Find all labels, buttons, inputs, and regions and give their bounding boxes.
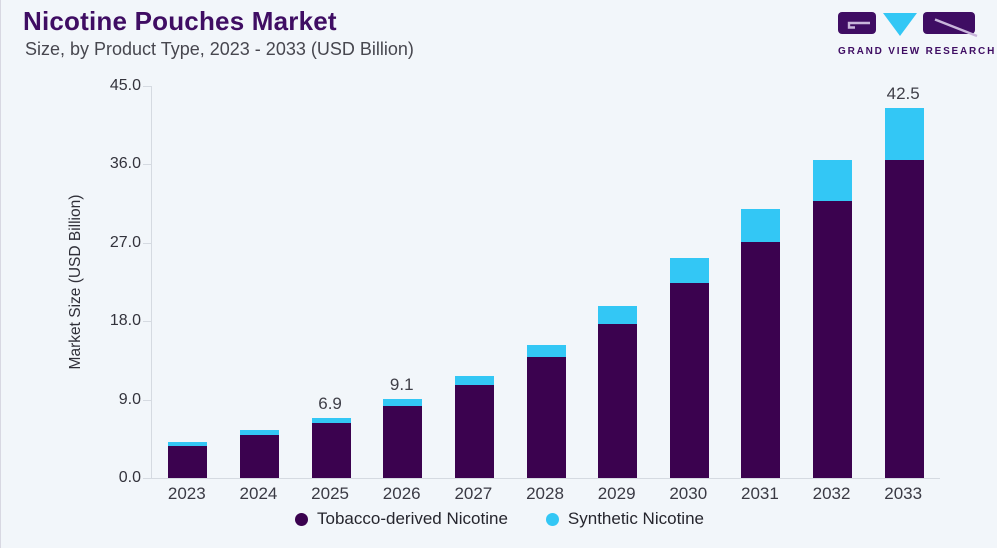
value-label-2026: 9.1 — [389, 374, 414, 394]
x-label-2023: 2023 — [167, 484, 206, 503]
bar-2027-synthetic-nicotine-segment — [454, 376, 494, 385]
x-label-2029: 2029 — [597, 484, 636, 503]
x-label-2026: 2026 — [382, 484, 421, 503]
bar-2031-tobacco-derived-nicotine-segment — [741, 241, 781, 478]
bar-2028-tobacco-derived-nicotine-segment — [526, 356, 566, 478]
bar-2031 — [741, 208, 781, 478]
y-axis-title: Market Size (USD Billion) — [67, 194, 84, 370]
y-tick-36.0: 36.0 — [109, 155, 141, 173]
legend-dot-icon — [545, 512, 559, 526]
x-label-2025: 2025 — [311, 484, 349, 503]
y-tick-45.0: 45.0 — [109, 77, 141, 94]
bar-2032-tobacco-derived-nicotine-segment — [813, 200, 853, 478]
bar-2032-synthetic-nicotine-segment — [813, 160, 853, 201]
bar-2029 — [598, 306, 638, 478]
legend-item-synthetic-nicotine: Synthetic Nicotine — [545, 509, 704, 529]
bar-2023-tobacco-derived-nicotine-segment — [168, 445, 208, 478]
plot-area — [143, 86, 940, 479]
bar-2030-synthetic-nicotine-segment — [669, 257, 709, 283]
y-tick-mark — [143, 478, 151, 479]
y-tick-mark — [143, 242, 151, 244]
bar-2032 — [813, 160, 853, 478]
x-label-2031: 2031 — [740, 484, 779, 503]
bar-2024-synthetic-nicotine-segment — [239, 430, 279, 436]
grand-view-research-logo: GRAND VIEW RESEARCH — [838, 10, 997, 57]
y-tick-27.0: 27.0 — [109, 233, 141, 251]
page-title: Nicotine Pouches Market — [23, 6, 337, 36]
bar-2026 — [383, 398, 423, 478]
bar-2026-synthetic-nicotine-segment — [383, 398, 423, 406]
y-tick-18.0: 18.0 — [109, 312, 141, 330]
bar-2025-synthetic-nicotine-segment — [311, 417, 351, 424]
value-label-2025: 6.9 — [318, 393, 342, 413]
chart-legend: Tobacco-derived Nicotine Synthetic Nicoti… — [1, 509, 997, 529]
bar-2033-synthetic-nicotine-segment — [884, 107, 924, 161]
y-tick-0.0: 0.0 — [118, 469, 141, 486]
y-tick-mark — [143, 86, 151, 87]
bar-2027-tobacco-derived-nicotine-segment — [454, 384, 494, 478]
bar-2025 — [311, 417, 351, 478]
legend-label: Tobacco-derived Nicotine — [317, 509, 508, 528]
bar-2028-synthetic-nicotine-segment — [526, 344, 566, 357]
x-label-2028: 2028 — [526, 484, 564, 503]
bar-2029-tobacco-derived-nicotine-segment — [598, 323, 638, 478]
x-label-2032: 2032 — [812, 484, 851, 503]
bar-2029-synthetic-nicotine-segment — [598, 306, 638, 324]
bar-2031-synthetic-nicotine-segment — [741, 208, 781, 242]
bar-2026-tobacco-derived-nicotine-segment — [383, 405, 423, 478]
bar-2033-tobacco-derived-nicotine-segment — [884, 160, 924, 478]
bar-2024-tobacco-derived-nicotine-segment — [239, 435, 279, 478]
legend-dot-icon — [295, 512, 309, 526]
y-tick-mark — [143, 399, 151, 401]
x-label-2027: 2027 — [454, 484, 493, 503]
chart-subtitle: Size, by Product Type, 2023 - 2033 (USD … — [25, 39, 414, 59]
x-label-2024: 2024 — [239, 484, 278, 503]
bar-2023 — [168, 442, 208, 478]
y-tick-mark — [143, 164, 151, 166]
bar-2033 — [884, 107, 924, 478]
bar-2023-synthetic-nicotine-segment — [168, 442, 208, 446]
logo-brand-text: GRAND VIEW RESEARCH — [838, 46, 997, 57]
x-label-2033: 2033 — [884, 484, 923, 503]
value-label-2033: 42.5 — [886, 83, 920, 103]
bar-2030-tobacco-derived-nicotine-segment — [669, 282, 709, 478]
bar-2025-tobacco-derived-nicotine-segment — [311, 423, 351, 478]
legend-item-tobacco-derived-nicotine: Tobacco-derived Nicotine — [295, 509, 508, 529]
y-tick-9.0: 9.0 — [118, 390, 141, 408]
bar-2028 — [526, 344, 566, 478]
bar-2027 — [454, 376, 494, 478]
bar-2030 — [669, 257, 709, 478]
legend-label: Synthetic Nicotine — [567, 509, 704, 528]
y-tick-mark — [143, 321, 151, 323]
bar-2024 — [239, 430, 279, 478]
gvr-logo-icon — [838, 12, 978, 38]
x-label-2030: 2030 — [669, 484, 708, 503]
